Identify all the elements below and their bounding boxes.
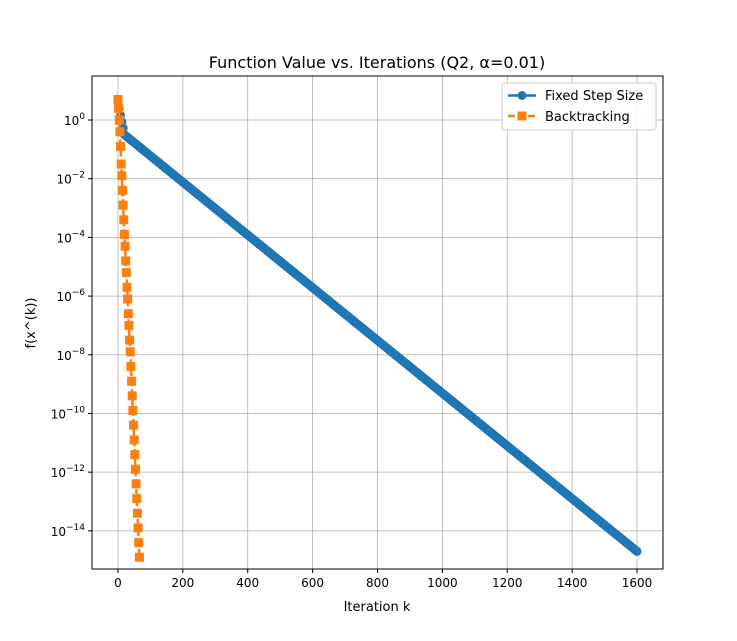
- data-point-backtracking: [116, 141, 126, 151]
- data-point-backtracking: [133, 523, 143, 533]
- series-line-backtracking: [116, 99, 141, 558]
- data-point-backtracking: [119, 215, 129, 225]
- legend-label-backtracking: Backtracking: [545, 110, 630, 125]
- y-tick-label: 10−14: [51, 523, 86, 539]
- data-point-backtracking: [123, 309, 133, 319]
- y-tick-label: 10−2: [56, 171, 85, 187]
- x-tick-label: 1400: [557, 576, 588, 590]
- x-tick-label: 400: [236, 576, 259, 590]
- data-point-backtracking: [115, 127, 125, 137]
- legend-label-fixed-step: Fixed Step Size: [545, 89, 643, 104]
- series-backtracking: [113, 94, 144, 562]
- data-point-backtracking: [125, 347, 135, 357]
- data-point-backtracking: [130, 464, 140, 474]
- x-tick-label: 1600: [622, 576, 653, 590]
- legend-marker-fixed-step: [517, 91, 527, 100]
- x-tick-label: 600: [301, 576, 324, 590]
- y-axis-label: f(x^(k)): [24, 298, 39, 349]
- data-point-backtracking: [134, 552, 144, 562]
- data-point-backtracking: [122, 282, 132, 292]
- data-point-backtracking: [117, 185, 127, 195]
- data-point-backtracking: [127, 376, 137, 386]
- data-point-backtracking: [117, 171, 127, 181]
- legend-box: [501, 82, 657, 131]
- data-point-backtracking: [113, 94, 123, 104]
- data-point-fixed-step-size: [632, 546, 642, 556]
- data-point-backtracking: [126, 362, 136, 372]
- x-tick-label: 0: [114, 576, 122, 590]
- series-layer: [113, 94, 642, 562]
- grid: [92, 76, 663, 569]
- x-axis: 0 200 400 600 800 1000 1200 1400 1600: [114, 569, 652, 590]
- data-point-backtracking: [119, 229, 129, 239]
- data-point-backtracking: [129, 420, 139, 430]
- data-point-backtracking: [131, 479, 141, 489]
- data-point-backtracking: [132, 508, 142, 518]
- x-tick-label: 1000: [427, 576, 458, 590]
- data-point-backtracking: [116, 159, 126, 169]
- y-axis: 100 10−2 10−4 10−6 10−8 10−10 10−12 10−14: [51, 112, 92, 539]
- data-point-backtracking: [128, 406, 138, 416]
- y-tick-label: 10−10: [51, 405, 86, 421]
- y-tick-label: 100: [64, 112, 85, 128]
- y-tick-label: 10−12: [51, 464, 85, 480]
- legend: Fixed Step Size Backtracking: [501, 82, 657, 131]
- data-point-backtracking: [130, 450, 140, 460]
- x-tick-label: 800: [366, 576, 389, 590]
- legend-marker-backtracking: [517, 111, 527, 121]
- y-tick-label: 10−6: [56, 288, 85, 304]
- x-tick-label: 200: [171, 576, 194, 590]
- data-point-backtracking: [114, 103, 124, 113]
- data-point-backtracking: [114, 115, 124, 125]
- y-tick-label: 10−8: [56, 347, 85, 363]
- data-point-backtracking: [132, 494, 142, 504]
- x-axis-label: Iteration k: [344, 600, 411, 615]
- data-point-backtracking: [129, 435, 139, 445]
- chart-title: Function Value vs. Iterations (Q2, α=0.0…: [209, 53, 545, 72]
- data-point-backtracking: [121, 268, 131, 278]
- data-point-backtracking: [121, 256, 131, 266]
- data-point-backtracking: [127, 391, 137, 401]
- data-point-backtracking: [120, 241, 130, 251]
- data-point-backtracking: [134, 538, 144, 548]
- y-tick-label: 10−4: [56, 229, 85, 245]
- data-point-backtracking: [118, 200, 128, 210]
- data-point-backtracking: [124, 320, 134, 330]
- data-point-backtracking: [125, 335, 135, 345]
- x-tick-label: 1200: [492, 576, 523, 590]
- data-point-backtracking: [123, 294, 133, 304]
